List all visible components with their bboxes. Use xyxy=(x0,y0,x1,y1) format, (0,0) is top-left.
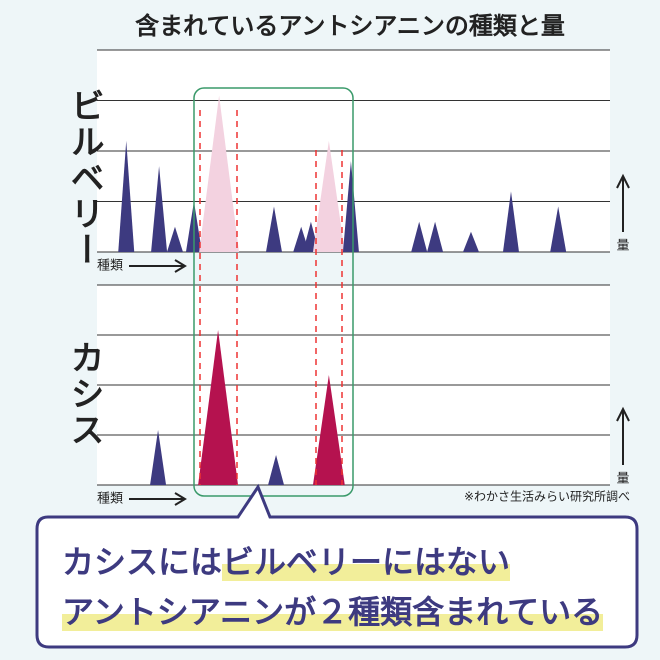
series-label: ビルベリー xyxy=(64,88,104,268)
peak xyxy=(166,226,183,252)
callout-text: カシスには xyxy=(62,543,223,581)
peak xyxy=(342,161,359,252)
peak xyxy=(150,430,167,485)
x-axis-label: 種類 xyxy=(97,258,123,274)
peak xyxy=(265,206,282,252)
callout-line: アントシアニンが２種類含まれている xyxy=(62,587,604,633)
x-axis-arrow xyxy=(129,259,187,273)
y-axis-arrow xyxy=(616,173,630,232)
callout-highlight: アントシアニンが２種類含まれている xyxy=(62,593,604,631)
peak xyxy=(411,221,428,252)
callout-highlight: ビルベリーにはない xyxy=(222,543,511,581)
title: 含まれているアントシアニンの種類と量 xyxy=(135,12,565,40)
peak xyxy=(462,231,479,252)
y-axis-label: 量 xyxy=(616,472,629,487)
peak xyxy=(268,455,285,485)
callout-line: カシスにはビルベリーにはない xyxy=(62,537,511,583)
peak xyxy=(151,166,168,252)
x-axis-arrow xyxy=(129,492,187,506)
guides xyxy=(199,110,343,485)
highlight-box xyxy=(193,87,354,497)
peak xyxy=(199,95,240,252)
peak xyxy=(502,191,519,252)
x-axis-label: 種類 xyxy=(97,491,123,507)
peak xyxy=(550,206,567,252)
peak xyxy=(118,140,135,252)
peak xyxy=(198,330,239,485)
y-axis-arrow xyxy=(616,406,630,465)
peak xyxy=(312,140,345,252)
y-axis-label: 量 xyxy=(616,239,629,254)
series-label: カシス xyxy=(64,340,104,448)
peak xyxy=(427,221,444,252)
plot-cassis: 種類 量 xyxy=(97,284,630,507)
source-note: ※わかさ生活みらい研究所調べ xyxy=(464,489,630,504)
peak xyxy=(312,375,345,485)
plot-bilberry: 種類 量 xyxy=(97,49,630,274)
